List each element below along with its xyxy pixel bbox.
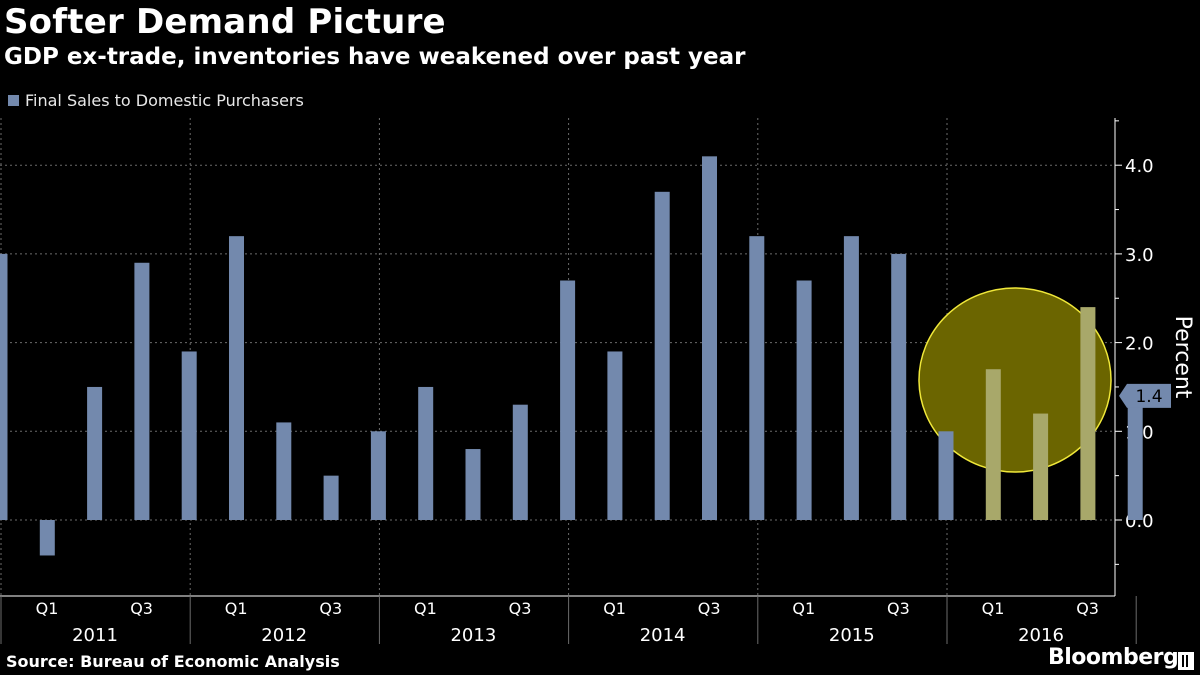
bar: [749, 236, 765, 520]
legend-swatch: [8, 95, 19, 106]
bar: [891, 253, 907, 520]
x-quarter-label: Q1: [225, 599, 248, 618]
bar: [39, 520, 55, 556]
bar: [985, 369, 1001, 520]
bar: [323, 475, 339, 520]
bar: [181, 351, 197, 520]
chart-title: Softer Demand Picture: [4, 2, 446, 42]
bar: [607, 351, 623, 520]
bar: [702, 156, 717, 520]
x-quarter-label: Q1: [982, 599, 1005, 618]
bar: [654, 191, 670, 520]
bar: [418, 386, 434, 520]
x-year-label: 2015: [829, 625, 875, 646]
x-quarter-label: Q1: [792, 599, 815, 618]
x-year-label: 2014: [640, 625, 686, 646]
y-axis-label: Percent: [1170, 316, 1195, 399]
x-year-label: 2012: [261, 625, 307, 646]
source-note: Source: Bureau of Economic Analysis: [6, 652, 340, 671]
y-tick-label: 2.0: [1125, 334, 1154, 355]
x-quarter-label: Q1: [603, 599, 626, 618]
x-quarter-label: Q3: [130, 599, 153, 618]
bar: [796, 280, 812, 520]
bar: [134, 262, 150, 520]
x-year-label: 2016: [1018, 625, 1064, 646]
bar: [0, 253, 8, 520]
chart-subtitle: GDP ex-trade, inventories have weakened …: [4, 44, 746, 70]
bar: [938, 431, 954, 520]
bar: [229, 236, 244, 520]
bar: [465, 449, 481, 520]
bar: [1033, 413, 1049, 520]
x-quarter-label: Q1: [36, 599, 59, 618]
bar: [560, 280, 576, 520]
brand-logo: Bloomberg: [1048, 645, 1179, 670]
last-value-label: 1.4: [1135, 387, 1162, 407]
bar: [1127, 395, 1143, 520]
last-value-callout: [1119, 383, 1171, 408]
bloomberg-terminal-icon: [1178, 652, 1194, 670]
legend-label: Final Sales to Domestic Purchasers: [25, 91, 304, 110]
x-quarter-label: Q3: [509, 599, 532, 618]
bar: [512, 404, 528, 520]
x-quarter-label: Q1: [414, 599, 437, 618]
legend: Final Sales to Domestic Purchasers: [8, 91, 304, 110]
bar: [1080, 307, 1096, 520]
highlight-circle: [918, 287, 1112, 473]
bar: [843, 236, 859, 520]
x-quarter-label: Q3: [698, 599, 721, 618]
bar: [87, 386, 103, 520]
x-year-label: 2013: [450, 625, 496, 646]
bar: [276, 422, 292, 520]
y-tick-label: 3.0: [1125, 245, 1154, 266]
y-tick-label: 4.0: [1125, 156, 1154, 177]
x-quarter-label: Q3: [887, 599, 910, 618]
bar: [370, 431, 386, 520]
x-year-label: 2011: [72, 625, 118, 646]
x-quarter-label: Q3: [1076, 599, 1099, 618]
x-quarter-label: Q3: [319, 599, 342, 618]
